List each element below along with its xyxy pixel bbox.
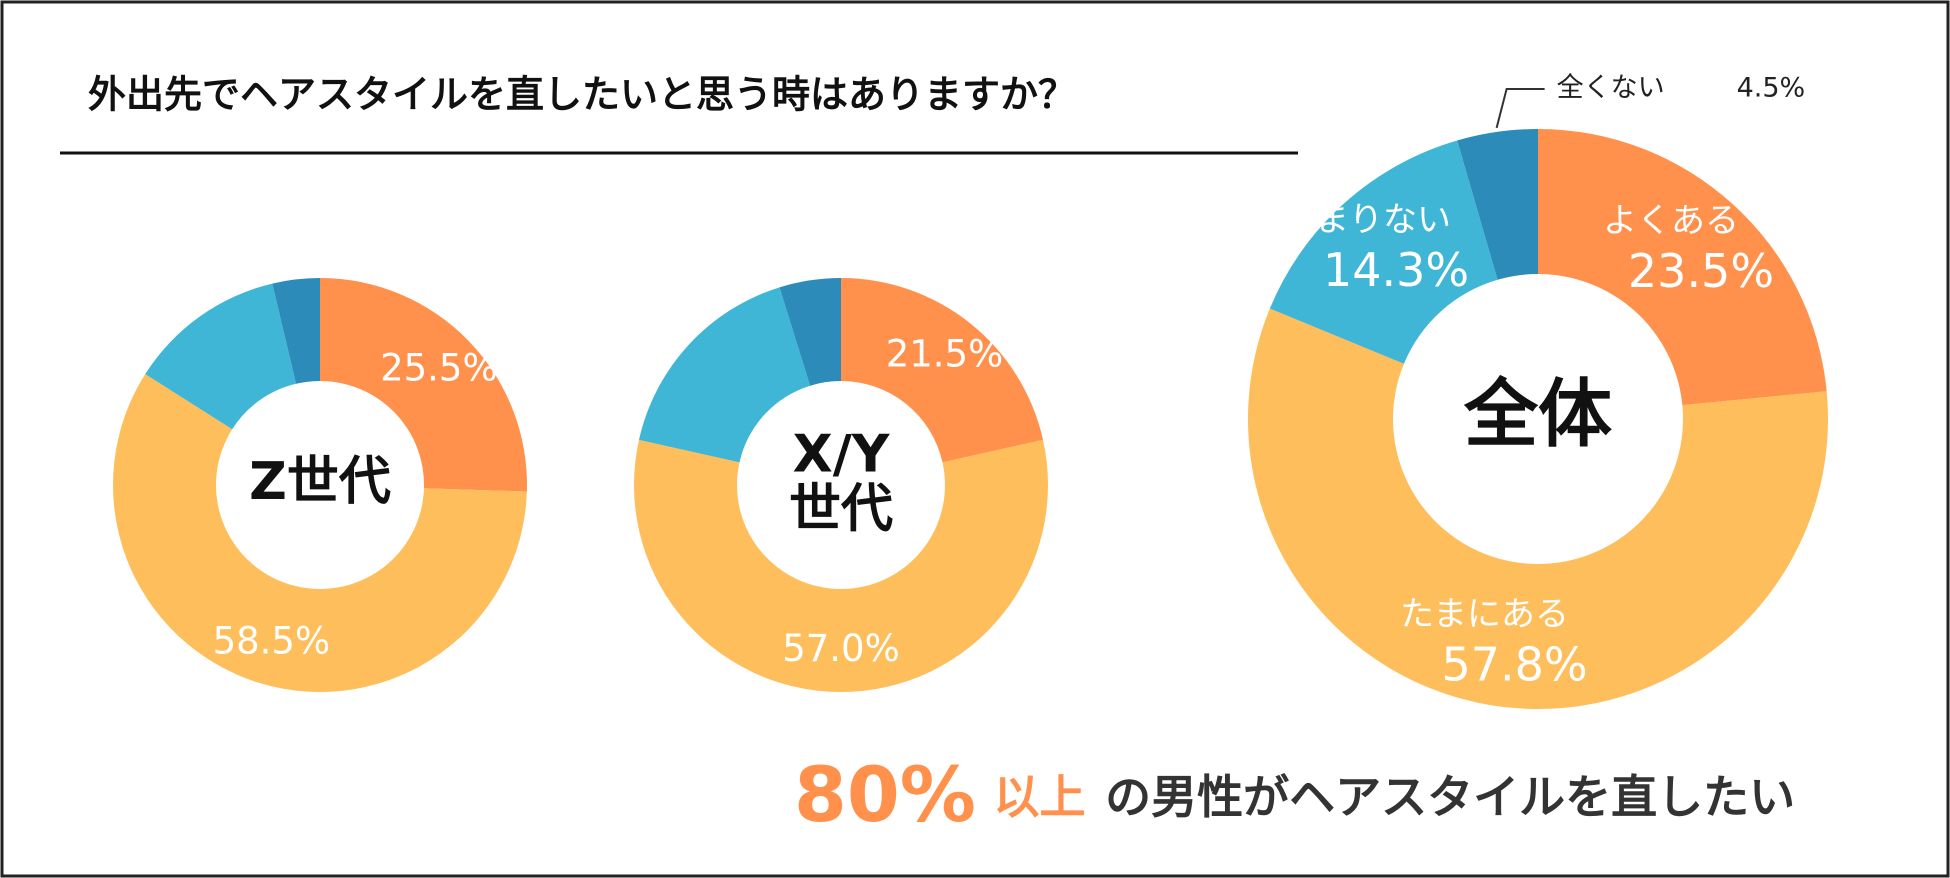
donut-segment xyxy=(145,283,297,430)
conclusion-number: 80% xyxy=(794,750,976,839)
title: 外出先でヘアスタイルを直したいと思う時はありますか？ xyxy=(88,73,1076,117)
donut-segment xyxy=(272,278,320,384)
value-label: 14.3% xyxy=(1323,243,1469,297)
center-label: Z世代 xyxy=(249,452,391,512)
donut-segment xyxy=(113,374,527,692)
category-label: よくある xyxy=(1603,201,1739,241)
value-label: 57.0% xyxy=(782,627,900,670)
conclusion-text: の男性がヘアスタイルを直したい xyxy=(1105,770,1795,824)
value-label: 57.8% xyxy=(1441,638,1587,692)
category-label: 全くない xyxy=(1557,73,1665,104)
value-label: 23.5% xyxy=(1628,244,1774,298)
leader-line xyxy=(1495,88,1545,129)
value-label: 4.5% xyxy=(1737,73,1806,104)
value-label: 58.5% xyxy=(213,620,331,663)
conclusion: 80% 以上 の男性がヘアスタイルを直したい xyxy=(794,750,1795,839)
donut-segment xyxy=(638,287,811,463)
value-label: 21.5% xyxy=(886,332,1004,375)
donut-segment xyxy=(1538,129,1827,406)
donut-segment xyxy=(1248,308,1828,710)
value-label: 25.5% xyxy=(380,346,498,389)
donut-segment xyxy=(779,278,841,386)
donut-segment xyxy=(841,278,1044,463)
category-label: あまりない xyxy=(1281,200,1451,240)
category-label: たまにある xyxy=(1400,595,1569,635)
conclusion-suffix: 以上 xyxy=(994,770,1086,824)
donut-segment xyxy=(634,439,1048,692)
center-label: 世代 xyxy=(789,479,893,539)
center-label: 全体 xyxy=(1463,372,1612,458)
donut-segment xyxy=(1269,140,1498,364)
center-label: X/Y xyxy=(793,425,891,485)
donut-segment xyxy=(1457,129,1538,280)
donut-segment xyxy=(320,278,527,492)
